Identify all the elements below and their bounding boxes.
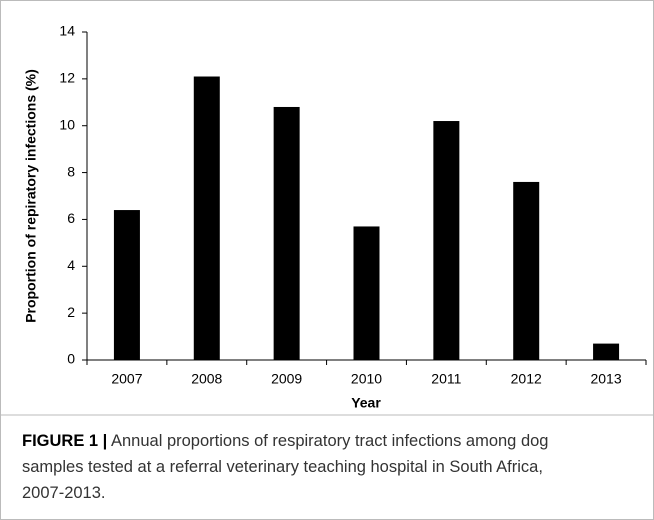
caption: FIGURE 1 | Annual proportions of respira… (22, 428, 642, 506)
y-tick-label: 4 (67, 257, 75, 273)
y-tick-label: 8 (67, 163, 75, 179)
y-tick-label: 12 (59, 70, 75, 86)
x-tick-label: 2009 (271, 371, 302, 387)
x-tick-label: 2010 (351, 371, 382, 387)
caption-line: FIGURE 1 | Annual proportions of respira… (22, 428, 642, 454)
bar (353, 226, 380, 360)
caption-label: FIGURE 1 | (22, 432, 108, 450)
x-tick-label: 2007 (111, 371, 142, 387)
bar (593, 343, 620, 360)
caption-text: Annual proportions of respiratory tract … (110, 432, 549, 450)
y-tick-label: 2 (67, 304, 75, 320)
x-tick-label: 2011 (431, 371, 461, 387)
y-tick-label: 0 (67, 351, 75, 367)
x-axis-label: Year (351, 395, 381, 411)
caption-text: samples tested at a referral veterinary … (22, 458, 543, 476)
bar (513, 181, 540, 360)
x-tick-label: 2013 (590, 371, 621, 387)
y-tick-label: 6 (67, 210, 75, 226)
y-tick-label: 14 (59, 23, 75, 39)
bar (433, 121, 460, 361)
y-axis-label: Proportion of repiratory infections (%) (23, 69, 39, 323)
bar (193, 76, 220, 360)
y-tick-label: 10 (59, 116, 75, 132)
caption-text: 2007-2013. (22, 484, 106, 502)
caption-line: samples tested at a referral veterinary … (22, 454, 642, 480)
bar (273, 106, 300, 360)
caption-line: 2007-2013. (22, 480, 642, 506)
x-tick-label: 2008 (191, 371, 222, 387)
x-tick-label: 2012 (511, 371, 542, 387)
bar (113, 210, 140, 360)
